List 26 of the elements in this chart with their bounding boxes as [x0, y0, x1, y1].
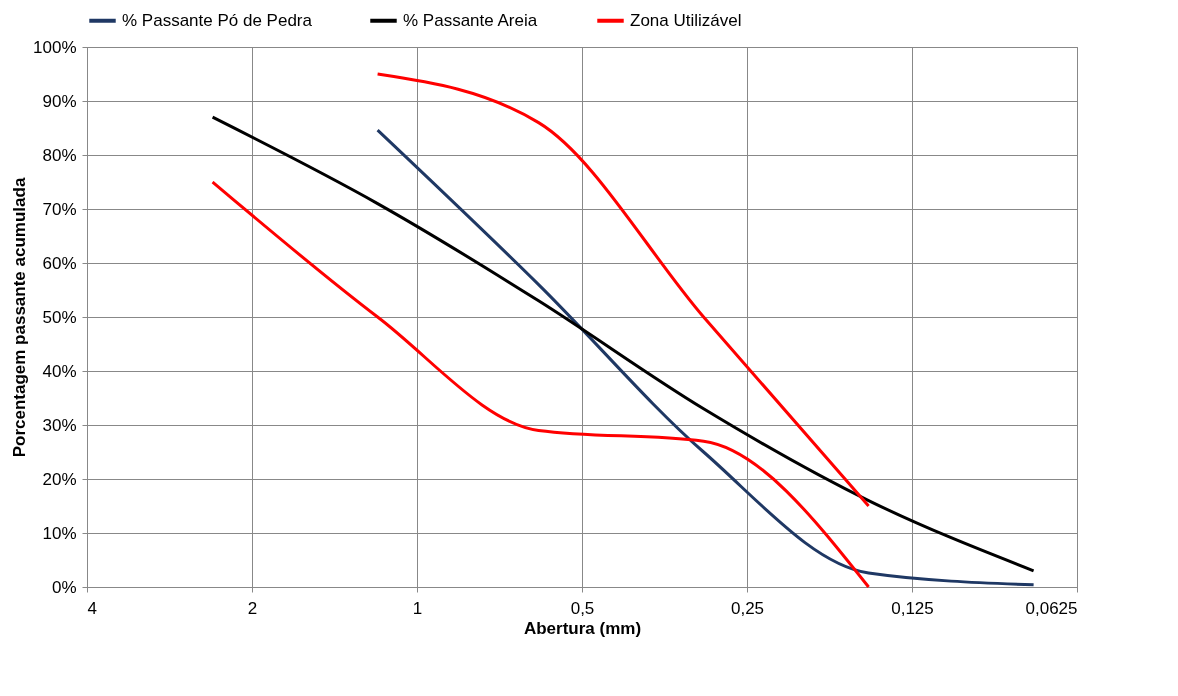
y-tick-label: 60% [42, 253, 77, 273]
legend-label: % Passante Pó de Pedra [122, 10, 313, 30]
y-tick-label: 30% [42, 415, 77, 435]
y-tick-label: 90% [42, 91, 77, 111]
y-tick-label: 70% [42, 199, 77, 219]
x-tick-label: 2 [247, 598, 258, 618]
x-tick-label: 0,5 [570, 598, 595, 618]
x-tick-label: 1 [412, 598, 423, 618]
y-tick-label: 10% [42, 523, 77, 543]
line-series [211, 115, 1036, 573]
x-tick-label: 0,125 [891, 598, 934, 618]
x-axis-title: Abertura (mm) [523, 618, 642, 638]
x-tick-label: 0,25 [730, 598, 765, 618]
legend-label: % Passante Areia [403, 10, 538, 30]
y-axis-title: Porcentagem passante acumulada [10, 177, 30, 458]
legend-label: Zona Utilizável [630, 10, 742, 30]
y-tick-label: 20% [42, 469, 77, 489]
y-tick-label: 100% [33, 37, 77, 57]
x-tick-label: 4 [87, 598, 97, 618]
y-tick-label: 80% [42, 145, 77, 165]
line-series [376, 72, 871, 508]
y-tick-label: 50% [42, 307, 77, 327]
line-series [211, 180, 871, 589]
y-tick-label: 40% [42, 361, 77, 381]
y-tick-label: 0% [51, 577, 77, 597]
x-tick-label: 0,0625 [1025, 598, 1078, 618]
